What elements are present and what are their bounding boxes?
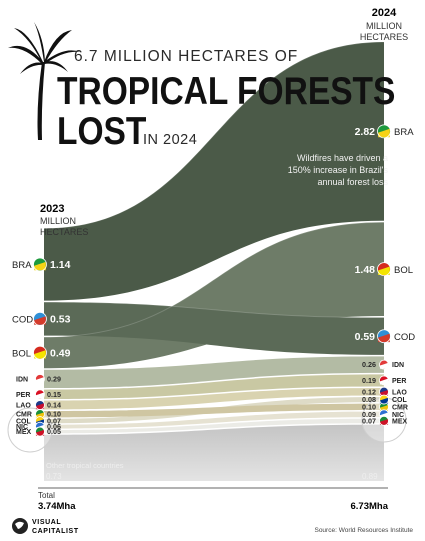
left-unit-1: MILLION — [40, 216, 76, 226]
right-value-per: 0.19 — [362, 376, 376, 385]
left-code-lao: LAO — [16, 403, 31, 410]
flow-edge-bra — [43, 41, 385, 229]
right-value-cod: 0.59 — [355, 331, 376, 343]
brand-line-2: CAPITALIST — [32, 528, 79, 535]
right-unit-2: HECTARES — [360, 32, 408, 42]
total-2024: 6.73Mha — [351, 501, 389, 512]
annotation-line-2: 150% increase in Brazil's — [288, 165, 389, 175]
flag-left-cod-icon — [33, 311, 47, 326]
source-note: Source: World Resources Institute — [314, 527, 413, 534]
left-value-mex: 0.05 — [47, 427, 61, 436]
left-code-cmr: CMR — [16, 412, 32, 419]
flag-right-cod-icon — [377, 329, 391, 344]
brand-line-1: VISUAL — [32, 519, 61, 526]
other-label: Other tropical countries — [46, 461, 124, 470]
flag-right-per-icon — [379, 375, 389, 386]
right-value-col: 0.08 — [362, 395, 376, 404]
flag-left-bra-icon — [33, 257, 47, 272]
flag-right-bol-icon — [377, 262, 391, 277]
left-value-idn: 0.29 — [47, 374, 61, 383]
annotation-line-1: Wildfires have driven a — [297, 153, 388, 163]
left-code-bol: BOL — [12, 348, 31, 359]
flow-bra — [44, 42, 384, 301]
flow-idn — [44, 356, 384, 389]
total-2023: 3.74Mha — [38, 501, 76, 512]
flow-lao — [44, 387, 384, 410]
right-code-nic: NIC — [392, 412, 404, 419]
left-unit-2: HECTARES — [40, 227, 88, 237]
left-value-col: 0.07 — [47, 417, 61, 426]
flow-nic — [44, 411, 384, 429]
right-code-bra: BRA — [394, 127, 414, 138]
flag-right-idn-icon — [379, 359, 389, 370]
flow-cmr — [44, 403, 384, 418]
flag-right-col-icon — [379, 394, 389, 405]
right-code-lao: LAO — [392, 389, 407, 396]
other-value-2024: 0.89 — [362, 472, 378, 481]
flow-edge-bol — [43, 221, 385, 338]
right-code-idn: IDN — [392, 362, 404, 369]
flag-left-bol-icon — [33, 345, 47, 360]
right-code-col: COL — [392, 397, 408, 404]
title-line-1: 6.7 MILLION HECTARES OF — [74, 48, 298, 65]
flag-left-mex-icon — [35, 426, 45, 437]
right-code-cod: COD — [394, 332, 415, 343]
flow-mex — [44, 418, 384, 434]
right-code-per: PER — [392, 378, 406, 385]
flow-other — [44, 424, 384, 481]
flag-left-per-icon — [35, 389, 45, 400]
right-code-bol: BOL — [394, 265, 413, 276]
annotation-line-3: annual forest loss — [317, 177, 388, 187]
flow-edge-cod — [43, 301, 385, 319]
right-value-idn: 0.26 — [362, 360, 376, 369]
left-value-bol: 0.49 — [50, 347, 71, 359]
left-value-cmr: 0.10 — [47, 410, 61, 419]
left-year: 2023 — [40, 203, 64, 215]
flow-cod — [44, 302, 384, 355]
left-value-per: 0.15 — [47, 390, 61, 399]
palm-tree-icon — [8, 22, 80, 140]
left-code-col: COL — [16, 419, 32, 426]
left-code-per: PER — [16, 392, 30, 399]
right-code-mex: MEX — [392, 418, 408, 425]
right-value-cmr: 0.10 — [362, 402, 376, 411]
right-value-nic: 0.09 — [362, 410, 376, 419]
left-value-nic: 0.06 — [47, 422, 61, 431]
right-year: 2024 — [372, 7, 397, 19]
flag-right-bra-icon — [377, 124, 391, 139]
right-value-bra: 2.82 — [355, 126, 376, 138]
visual-capitalist-logo: VISUAL CAPITALIST — [12, 518, 79, 535]
right-value-lao: 0.12 — [362, 387, 376, 396]
right-unit-1: MILLION — [366, 21, 402, 31]
flag-right-lao-icon — [379, 386, 389, 397]
total-label: Total — [38, 491, 55, 500]
left-code-cod: COD — [12, 315, 33, 326]
left-value-cod: 0.53 — [50, 314, 71, 326]
flow-per — [44, 374, 384, 400]
left-code-nic: NIC — [16, 424, 28, 431]
value-labels: BRA 1.14 2.82 BRA COD 0.53 0.59 COD BOL 0.49 1.48 B… — [7, 124, 415, 453]
flag-left-lao-icon — [35, 400, 45, 410]
title-line-3-main: LOST — [57, 109, 146, 153]
flag-right-mex-icon — [379, 415, 389, 426]
right-value-bol: 1.48 — [355, 264, 376, 276]
left-code-bra: BRA — [12, 260, 32, 271]
title-line-3-sub: IN 2024 — [143, 132, 197, 148]
left-value-bra: 1.14 — [50, 259, 71, 271]
left-value-lao: 0.14 — [47, 401, 61, 410]
left-code-mex: MEX — [16, 429, 32, 436]
right-value-mex: 0.07 — [362, 416, 376, 425]
right-code-cmr: CMR — [392, 404, 408, 411]
title-line-2: TROPICAL FORESTS — [57, 69, 395, 113]
left-code-idn: IDN — [16, 376, 28, 383]
other-value-2023: 0.73 — [46, 472, 62, 481]
flow-bands — [43, 41, 385, 481]
flag-left-idn-icon — [35, 374, 45, 384]
annotation: Wildfires have driven a 150% increase in… — [288, 153, 389, 187]
